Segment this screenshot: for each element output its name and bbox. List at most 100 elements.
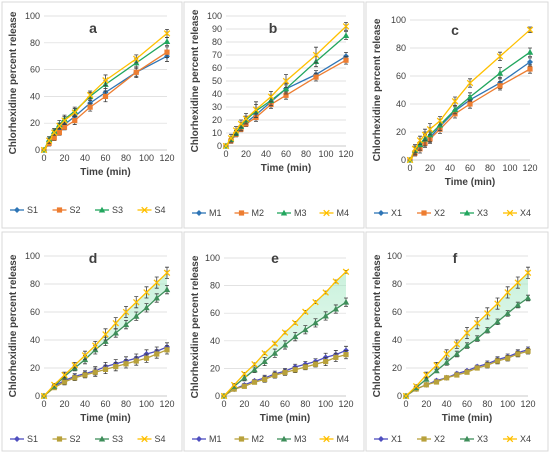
x-tick-label: 0: [407, 163, 412, 173]
data-point-4: [444, 375, 450, 381]
data-point-legend: [378, 210, 384, 216]
y-tick-label: 70: [212, 50, 222, 60]
y-tick-label: 60: [30, 307, 40, 317]
data-point-2: [61, 379, 68, 385]
x-tick-label: 0: [41, 399, 46, 409]
data-point-3: [56, 122, 63, 130]
x-tick-label: 60: [462, 399, 472, 409]
x-tick-label: 120: [159, 399, 174, 409]
data-point-0: [406, 156, 414, 164]
series-M2: [221, 350, 349, 399]
x-tick-label: 20: [421, 399, 431, 409]
panel-letter: e: [271, 250, 279, 266]
y-tick-label: 40: [396, 99, 406, 109]
data-point-6: [451, 97, 459, 105]
legend: X1 X2 X3 X4: [374, 208, 531, 218]
data-point-9: [494, 358, 501, 364]
legend-label-S3: S3: [112, 205, 123, 215]
data-point-6: [464, 369, 470, 375]
data-point-6: [463, 329, 471, 337]
data-point-1: [227, 134, 235, 142]
x-tick-label: 80: [121, 153, 131, 163]
panel-letter: d: [89, 250, 98, 266]
y-axis-title: Chlorhexidine percent release: [190, 9, 201, 152]
y-tick-label: 100: [391, 15, 406, 25]
data-point-0: [220, 392, 228, 400]
data-point-5: [436, 117, 444, 125]
data-point-legend: [196, 436, 202, 442]
data-point-9: [526, 48, 534, 55]
data-point-4: [261, 349, 268, 357]
legend: X1 X2 X3 X4: [374, 434, 531, 444]
data-point-12: [524, 294, 532, 301]
legend-label-M1: M1: [209, 208, 222, 218]
panel-frame: [183, 1, 365, 229]
y-tick-label: 20: [210, 363, 220, 373]
data-point-11: [333, 354, 339, 360]
data-point-legend: [463, 209, 471, 216]
panel-frame: [183, 231, 365, 452]
panel-frame: [1, 231, 183, 452]
x-axis-title: Time (min): [261, 163, 311, 174]
data-point-7: [466, 93, 474, 100]
x-tick-label: 20: [59, 399, 69, 409]
chart-panel-d: 0 20 40 60 80 100 0 20 40 60 80 100 120 Time (min) Chl…: [1, 231, 183, 452]
data-point-10: [504, 289, 511, 296]
data-point-3: [251, 379, 258, 385]
data-point-2: [423, 371, 430, 379]
x-tick-label: 100: [318, 399, 333, 409]
data-point-legend: [141, 206, 148, 214]
y-tick-label: 40: [30, 335, 40, 345]
data-point-9: [343, 57, 349, 63]
data-point-10: [143, 355, 150, 361]
data-point-1: [50, 381, 58, 389]
data-point-6: [87, 104, 93, 110]
series-line: [409, 51, 531, 161]
data-point-7: [113, 364, 119, 370]
x-tick-label: 20: [239, 399, 249, 409]
data-point-5: [271, 349, 279, 356]
x-tick-label: 60: [280, 399, 290, 409]
data-point-8: [122, 321, 130, 328]
y-tick-label: 60: [212, 63, 222, 73]
data-point-8: [484, 362, 490, 368]
data-point-9: [133, 312, 140, 319]
data-point-5: [453, 340, 461, 348]
legend-label-M1: M1: [209, 434, 222, 444]
x-tick-label: 40: [80, 153, 90, 163]
series-S4: [40, 266, 171, 400]
y-tick-label: 80: [210, 281, 220, 291]
data-point-2: [61, 371, 68, 379]
y-tick-label: 100: [387, 251, 402, 261]
data-point-4: [262, 376, 268, 383]
data-point-9: [342, 32, 350, 38]
x-tick-label: 100: [500, 399, 515, 409]
x-tick-label: 40: [445, 163, 455, 173]
data-point-0: [40, 146, 48, 154]
data-point-12: [343, 352, 349, 358]
data-point-legend: [463, 435, 471, 442]
x-tick-label: 100: [318, 149, 333, 159]
series-X3: [406, 47, 534, 163]
x-tick-label: 60: [100, 399, 110, 409]
data-point-3: [433, 379, 440, 385]
data-point-2: [51, 135, 57, 141]
data-point-7: [474, 365, 480, 371]
data-point-7: [112, 319, 120, 327]
data-point-3: [72, 375, 78, 381]
data-point-4: [61, 124, 68, 130]
data-point-5: [453, 350, 461, 357]
data-point-11: [332, 278, 340, 285]
panel-frame: [1, 1, 183, 229]
data-point-legend: [196, 210, 202, 216]
x-tick-label: 80: [485, 163, 495, 173]
y-tick-label: 30: [212, 102, 222, 112]
data-point-legend: [378, 436, 384, 442]
data-point-1: [412, 382, 420, 390]
data-point-1: [45, 137, 53, 144]
data-point-9: [526, 26, 534, 34]
legend-label-S1: S1: [27, 434, 38, 444]
data-point-9: [132, 298, 140, 306]
data-point-7: [102, 93, 109, 99]
data-point-3: [251, 366, 258, 373]
